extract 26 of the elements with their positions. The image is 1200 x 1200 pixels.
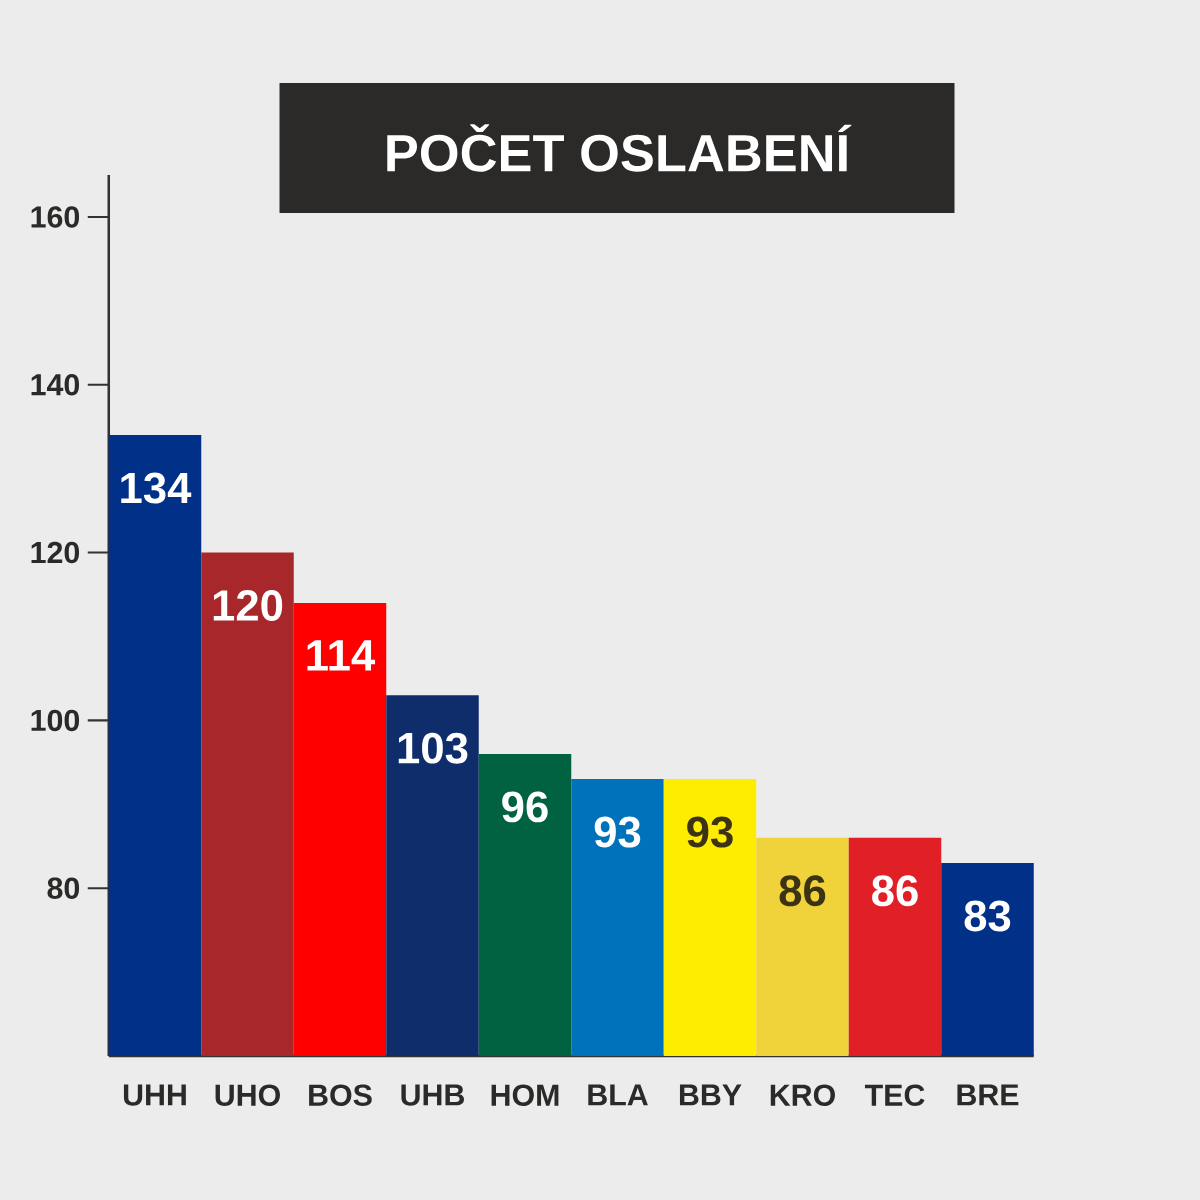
x-tick-label: UHH: [123, 1084, 186, 1106]
y-tick-label: 80: [47, 877, 80, 899]
data-label: 96: [502, 791, 548, 823]
data-label: 93: [687, 816, 733, 848]
x-tick-label: UHB: [401, 1084, 464, 1106]
y-tick-label: 160: [31, 206, 80, 228]
y-tick-label: 100: [31, 709, 80, 732]
x-tick-label: BRE: [957, 1084, 1019, 1106]
x-tick-label: TEC: [864, 1084, 925, 1106]
data-label: 103: [398, 732, 468, 764]
data-label: 86: [779, 875, 826, 907]
data-label: 134: [121, 472, 192, 504]
y-tick-label: 120: [31, 541, 80, 564]
data-label: 114: [307, 640, 376, 671]
y-tick-label: 140: [31, 374, 80, 396]
x-tick-label: BOS: [309, 1084, 372, 1106]
x-tick-label: KRO: [770, 1084, 835, 1106]
x-tick-label: UHO: [215, 1084, 280, 1106]
x-tick-label: BLA: [588, 1084, 648, 1106]
data-label: 83: [964, 900, 1011, 932]
x-tick-label: HOM: [491, 1084, 559, 1106]
data-label: 120: [213, 590, 283, 621]
data-label: 93: [594, 816, 641, 848]
chart-title: POČET OSLABENÍ: [387, 124, 852, 172]
x-tick-label: BBY: [679, 1084, 742, 1106]
data-label: 86: [872, 875, 918, 907]
